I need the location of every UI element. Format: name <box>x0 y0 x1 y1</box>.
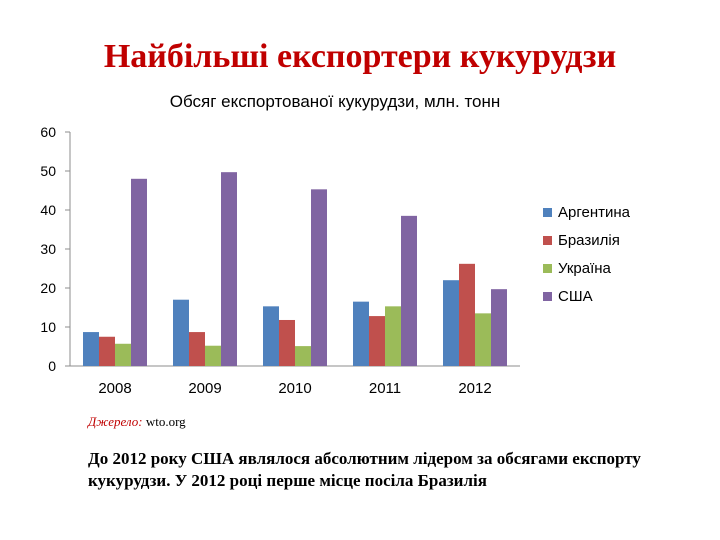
legend-swatch <box>543 236 552 245</box>
y-tick-label: 40 <box>40 202 56 218</box>
x-tick-label: 2008 <box>98 380 131 397</box>
bar <box>311 189 327 366</box>
x-tick-label: 2011 <box>369 380 401 397</box>
y-tick-label: 50 <box>40 163 56 179</box>
bar <box>99 336 115 366</box>
bar <box>459 263 475 366</box>
source-label: Джерело: <box>88 414 143 429</box>
bar <box>173 299 189 366</box>
legend-label: Аргентина <box>558 204 631 221</box>
bar <box>279 319 295 366</box>
bar <box>131 178 147 366</box>
bar <box>443 280 459 366</box>
legend-label: Бразилія <box>558 232 620 249</box>
y-tick-label: 30 <box>40 241 56 257</box>
bar <box>115 343 131 366</box>
y-tick-label: 20 <box>40 280 56 296</box>
x-tick-label: 2012 <box>458 380 491 397</box>
legend-label: США <box>558 288 593 305</box>
bar <box>263 306 279 366</box>
bar <box>491 289 507 366</box>
chart-title: Обсяг експортованої кукурудзи, млн. тонн <box>170 92 501 111</box>
slide-title: Найбільші експортери кукурудзи <box>103 38 617 75</box>
x-tick-label: 2009 <box>188 380 221 397</box>
bar <box>295 346 311 366</box>
legend-swatch <box>543 208 552 217</box>
legend-label: Україна <box>558 260 612 277</box>
x-tick-label: 2010 <box>278 380 311 397</box>
legend-swatch <box>543 292 552 301</box>
bar <box>353 301 369 366</box>
summary-text: До 2012 року США являлося абсолютним лід… <box>88 449 641 490</box>
y-tick-label: 60 <box>40 124 56 140</box>
bar <box>369 316 385 366</box>
bar-chart: Обсяг експортованої кукурудзи, млн. тонн… <box>40 92 631 397</box>
bar <box>401 215 417 366</box>
bar <box>475 313 491 366</box>
bar <box>385 306 401 366</box>
bar <box>205 345 221 366</box>
source-note: Джерело: wto.org <box>88 414 186 430</box>
source-value: wto.org <box>142 414 186 429</box>
legend-swatch <box>543 264 552 273</box>
bar <box>221 172 237 366</box>
y-tick-label: 0 <box>48 358 56 374</box>
bar <box>83 332 99 366</box>
y-tick-label: 10 <box>40 319 56 335</box>
bar <box>189 332 205 366</box>
